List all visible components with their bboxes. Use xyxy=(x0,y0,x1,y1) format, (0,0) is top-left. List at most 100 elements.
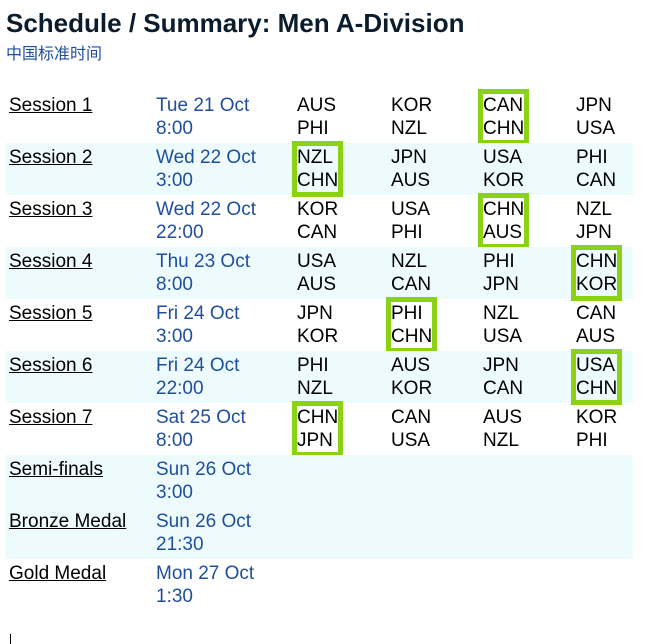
team-code: NZL xyxy=(297,147,333,168)
team-code: JPN xyxy=(297,303,333,324)
session-datetime: Wed 22 Oct 22:00 xyxy=(156,198,256,244)
match: JPN KOR xyxy=(297,302,338,348)
team-code: AUS xyxy=(391,355,431,376)
schedule-row: Session 1 Tue 21 Oct 8:00 AUS PHI KOR NZL CAN CH… xyxy=(5,89,633,145)
team-code: PHI xyxy=(391,222,423,243)
team-code: NZL xyxy=(483,303,519,324)
session-datetime: Sun 26 Oct 3:00 xyxy=(156,458,251,504)
team-code: CAN xyxy=(391,274,432,295)
match: USA KOR xyxy=(483,146,524,192)
team-code: KOR xyxy=(391,95,433,116)
team-code: NZL xyxy=(391,251,427,272)
team-code: CHN xyxy=(391,326,433,347)
match: PHI JPN xyxy=(483,250,519,296)
session-date: Sat 25 Oct xyxy=(156,407,246,428)
session-time: 3:00 xyxy=(156,482,193,503)
team-code: JPN xyxy=(483,274,519,295)
team-code: CAN xyxy=(391,407,432,428)
session-date: Thu 23 Oct xyxy=(156,251,250,272)
team-code: NZL xyxy=(297,378,333,399)
session-date: Tue 21 Oct xyxy=(156,95,250,116)
match: JPN AUS xyxy=(391,146,430,192)
team-code: KOR xyxy=(576,407,618,428)
match: JPN CAN xyxy=(483,354,523,400)
team-code: JPN xyxy=(576,95,612,116)
session-date: Fri 24 Oct xyxy=(156,303,240,324)
session-date: Mon 27 Oct xyxy=(156,563,255,584)
match: NZL USA xyxy=(483,302,522,348)
session-date: Fri 24 Oct xyxy=(156,355,240,376)
highlighted-match: USA CHN xyxy=(570,349,623,405)
match: AUS NZL xyxy=(483,406,522,452)
team-code: NZL xyxy=(576,199,612,220)
schedule-row: Session 4 Thu 23 Oct 8:00 USA AUS NZL CAN PHI JP… xyxy=(5,245,633,301)
team-code: AUS xyxy=(576,326,616,347)
schedule-row: Session 6 Fri 24 Oct 22:00 PHI NZL AUS KOR JPN C… xyxy=(5,349,633,405)
session-time: 8:00 xyxy=(156,274,193,295)
schedule-row: Semi-finals Sun 26 Oct 3:00 xyxy=(5,455,633,507)
team-code: CHN xyxy=(483,118,525,139)
match: USA PHI xyxy=(391,198,430,244)
team-code: JPN xyxy=(297,430,333,451)
match: PHI NZL xyxy=(297,354,333,400)
team-code: PHI xyxy=(297,355,329,376)
team-code: AUS xyxy=(483,407,523,428)
team-code: CAN xyxy=(297,222,338,243)
session-time: 22:00 xyxy=(156,222,204,243)
highlighted-match: NZL CHN xyxy=(291,141,344,197)
team-code: KOR xyxy=(576,274,618,295)
team-code: CAN xyxy=(576,303,617,324)
team-code: PHI xyxy=(391,303,423,324)
match: CAN USA xyxy=(391,406,431,452)
highlighted-match: CAN CHN xyxy=(477,89,530,145)
session-link[interactable]: Semi-finals xyxy=(9,459,103,480)
team-code: CHN xyxy=(576,251,618,272)
schedule-row: Session 5 Fri 24 Oct 3:00 JPN KOR PHI CHN NZL US… xyxy=(5,297,633,353)
team-code: AUS xyxy=(483,222,523,243)
team-code: USA xyxy=(576,355,616,376)
session-time: 21:30 xyxy=(156,534,204,555)
team-code: KOR xyxy=(297,326,339,347)
team-code: USA xyxy=(576,118,616,139)
session-time: 8:00 xyxy=(156,430,193,451)
session-date: Sun 26 Oct xyxy=(156,511,252,532)
session-link[interactable]: Session 5 xyxy=(9,303,93,324)
session-datetime: Fri 24 Oct 22:00 xyxy=(156,354,239,400)
team-code: USA xyxy=(483,326,523,347)
session-link[interactable]: Session 4 xyxy=(9,251,93,272)
match: NZL CAN xyxy=(391,250,431,296)
session-link[interactable]: Bronze Medal xyxy=(9,511,127,532)
team-code: KOR xyxy=(391,378,433,399)
team-code: CHN xyxy=(483,199,525,220)
session-time: 3:00 xyxy=(156,170,193,191)
session-time: 3:00 xyxy=(156,326,193,347)
session-time: 22:00 xyxy=(156,378,204,399)
session-link[interactable]: Session 2 xyxy=(9,147,93,168)
session-link[interactable]: Session 6 xyxy=(9,355,93,376)
session-datetime: Wed 22 Oct 3:00 xyxy=(156,146,256,192)
team-code: JPN xyxy=(391,147,427,168)
match: CAN AUS xyxy=(576,302,616,348)
team-code: USA xyxy=(297,251,337,272)
match: KOR PHI xyxy=(576,406,617,452)
session-link[interactable]: Gold Medal xyxy=(9,563,107,584)
team-code: USA xyxy=(391,430,431,451)
session-link[interactable]: Session 3 xyxy=(9,199,93,220)
match: AUS KOR xyxy=(391,354,432,400)
schedule-row: Session 7 Sat 25 Oct 8:00 CHN JPN CAN USA AUS NZ… xyxy=(5,401,633,457)
session-link[interactable]: Session 1 xyxy=(9,95,93,116)
session-date: Sun 26 Oct xyxy=(156,459,252,480)
team-code: PHI xyxy=(297,118,329,139)
highlighted-match: CHN JPN xyxy=(291,401,344,457)
highlighted-match: CHN AUS xyxy=(477,193,530,249)
schedule-row: Bronze Medal Sun 26 Oct 21:30 xyxy=(5,507,633,559)
team-code: USA xyxy=(391,199,431,220)
team-code: CAN xyxy=(576,170,617,191)
team-code: NZL xyxy=(483,430,519,451)
session-link[interactable]: Session 7 xyxy=(9,407,93,428)
session-time: 8:00 xyxy=(156,118,193,139)
team-code: PHI xyxy=(483,251,515,272)
team-code: USA xyxy=(483,147,523,168)
match: KOR NZL xyxy=(391,94,432,140)
team-code: KOR xyxy=(297,199,339,220)
